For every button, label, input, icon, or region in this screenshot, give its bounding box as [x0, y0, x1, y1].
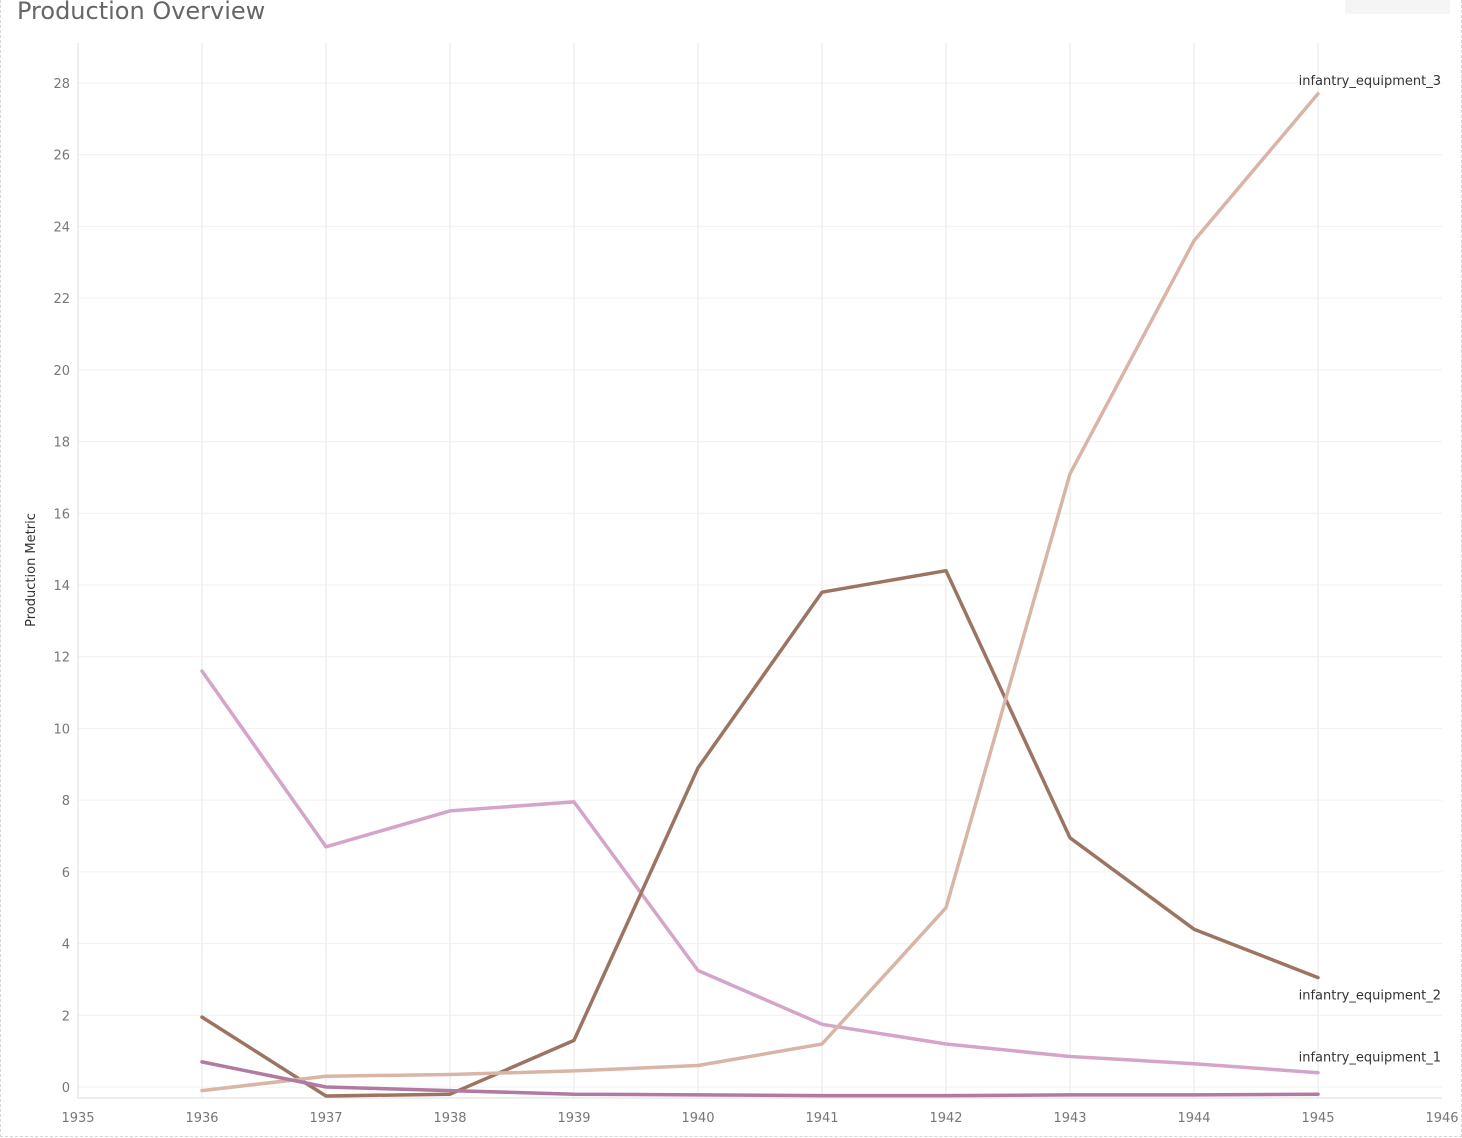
vertical-gridlines: [201, 43, 1319, 1098]
y-tick-label: 14: [53, 579, 70, 594]
series-line-infantry_equipment_2: [200, 568, 1320, 1098]
x-tick-label: 1943: [1053, 1111, 1086, 1126]
x-tick-label: 1945: [1301, 1111, 1334, 1126]
x-tick-label: 1940: [681, 1111, 714, 1126]
axis-lines: [77, 43, 1442, 1099]
y-tick-label: 18: [53, 436, 70, 451]
y-axis-title: Production Metric: [24, 513, 39, 627]
x-tick-label: 1936: [185, 1111, 218, 1126]
x-tick-label: 1944: [1177, 1111, 1210, 1126]
x-tick-labels: 1935 1936 1937 1938 1939 1940 1941 1942 1943 1944…: [61, 1111, 1458, 1126]
horizontal-gridlines: [78, 82, 1442, 1088]
series-label-infantry_equipment_3: infantry_equipment_3: [1299, 74, 1441, 89]
x-tick-label: 1946: [1425, 1111, 1458, 1126]
x-tick-label: 1939: [557, 1111, 590, 1126]
x-tick-label: 1941: [805, 1111, 838, 1126]
y-tick-label: 2: [62, 1009, 70, 1024]
y-tick-label: 12: [53, 651, 70, 666]
y-tick-label: 4: [62, 938, 70, 953]
x-tick-label: 1942: [929, 1111, 962, 1126]
y-tick-label: 22: [53, 292, 70, 307]
toolbar-placeholder: [1345, 0, 1450, 14]
y-tick-label: 16: [53, 507, 70, 522]
series-labels: infantry_equipment_1 infantry_equipment_2…: [1299, 74, 1441, 1066]
y-tick-label: 24: [53, 220, 70, 235]
x-tick-label: 1938: [433, 1111, 466, 1126]
x-tick-label: 1935: [61, 1111, 94, 1126]
series-line-infantry_equipment_1: [200, 669, 1320, 1075]
series-label-infantry_equipment_2: infantry_equipment_2: [1299, 989, 1441, 1004]
y-tick-label: 20: [53, 364, 70, 379]
series-label-infantry_equipment_1: infantry_equipment_1: [1299, 1051, 1441, 1066]
x-tick-label: 1937: [309, 1111, 342, 1126]
y-tick-label: 8: [62, 794, 70, 809]
series-lines: [200, 92, 1320, 1098]
y-tick-label: 0: [62, 1081, 70, 1096]
y-tick-label: 6: [62, 866, 70, 881]
y-tick-label: 28: [53, 77, 70, 92]
series-line-series-4: [200, 1060, 1320, 1098]
chart-title: Production Overview: [17, 0, 266, 25]
y-tick-label: 26: [53, 149, 70, 164]
series-line-infantry_equipment_3: [200, 92, 1320, 1093]
y-tick-label: 10: [53, 722, 70, 737]
